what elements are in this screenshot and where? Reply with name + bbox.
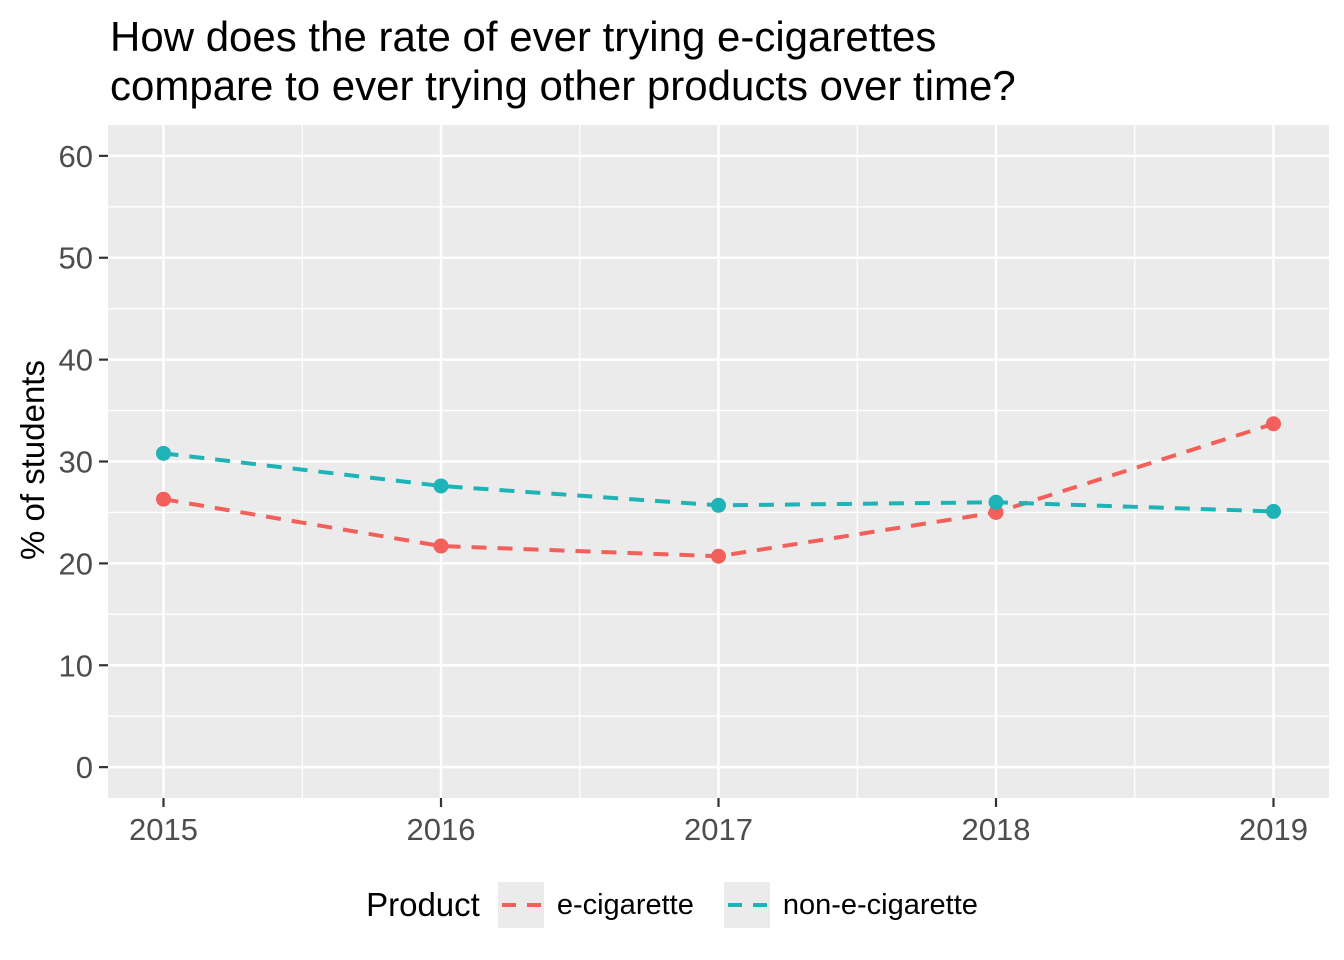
y-tick-label: 0 [76, 750, 93, 785]
legend-key-dashed-line-icon [723, 882, 770, 928]
x-tick-label: 2016 [407, 812, 476, 847]
legend-entry-non-e-cigarette: non-e-cigarette [723, 882, 978, 928]
y-tick-label: 40 [59, 343, 93, 378]
chart-title-line-1: How does the rate of ever trying e-cigar… [110, 13, 937, 60]
legend: Product e-cigarette non-e-cigarette [0, 882, 1344, 928]
y-tick-label: 10 [59, 648, 93, 683]
y-axis-title: % of students [14, 360, 51, 560]
chart-title-line-2: compare to ever trying other products ov… [110, 62, 1016, 109]
legend-entry-e-cigarette: e-cigarette [497, 882, 694, 928]
chart-title: How does the rate of ever trying e-cigar… [110, 12, 1016, 110]
data-point-e-cigarette-2016 [433, 538, 449, 554]
y-tick-label: 20 [59, 546, 93, 581]
x-tick-label: 2017 [684, 812, 753, 847]
data-point-e-cigarette-2017 [711, 548, 726, 564]
data-point-e-cigarette-2019 [1266, 416, 1281, 432]
legend-label-non-e-cigarette: non-e-cigarette [782, 888, 978, 921]
y-tick-label: 60 [59, 139, 93, 174]
data-point-non-e-cigarette-2015 [156, 445, 171, 461]
data-point-non-e-cigarette-2018 [988, 494, 1004, 510]
legend-title: Product [366, 886, 480, 923]
x-tick-label: 2019 [1239, 812, 1308, 847]
data-point-e-cigarette-2015 [156, 491, 171, 507]
y-tick-label: 50 [59, 241, 93, 276]
x-tick-label: 2015 [129, 812, 198, 847]
legend-label-e-cigarette: e-cigarette [556, 888, 694, 921]
data-point-non-e-cigarette-2019 [1266, 503, 1281, 519]
data-point-non-e-cigarette-2016 [433, 478, 449, 494]
data-point-non-e-cigarette-2017 [711, 497, 726, 513]
legend-key-dashed-line-icon [497, 882, 544, 928]
x-tick-label: 2018 [962, 812, 1031, 847]
y-tick-label: 30 [59, 445, 93, 480]
